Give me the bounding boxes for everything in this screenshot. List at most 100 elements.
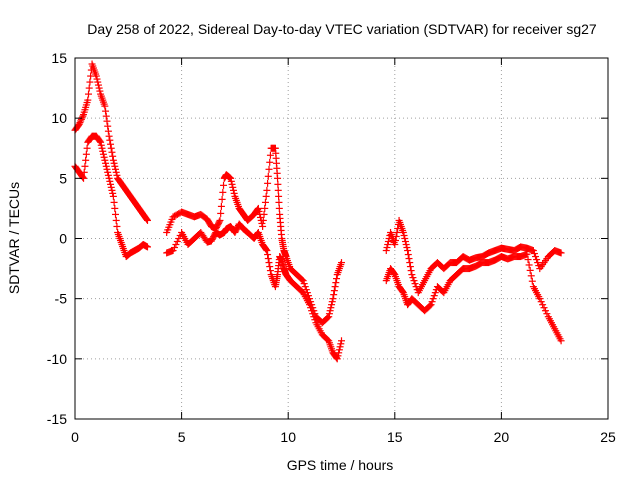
data-point [104,168,112,176]
data-point [112,165,120,173]
data-point [334,352,342,360]
data-point [557,249,565,257]
data-point [227,177,235,185]
data-point [406,259,414,267]
y-axis-label: SDTVAR / TECUs [6,182,22,294]
data-point [82,150,90,158]
data-point [75,120,83,128]
data-point [541,307,549,315]
data-point [532,253,540,261]
data-point [310,313,318,321]
data-point [263,186,271,194]
y-tick-label: -10 [47,351,67,367]
data-point [104,127,112,135]
data-point [309,310,317,318]
data-point [400,231,408,239]
data-point [428,298,436,306]
y-tick-label: -15 [47,411,67,427]
data-point [529,247,537,255]
data-point [390,270,398,278]
data-point [430,292,438,300]
x-tick-label: 10 [280,429,296,445]
data-point [539,301,547,309]
data-point [94,81,102,89]
data-point [77,115,85,123]
data-point [332,279,340,287]
data-point [107,140,115,148]
data-point [226,174,234,182]
data-point [338,259,345,267]
data-point [301,283,309,291]
data-point [410,277,418,285]
x-tick-label: 15 [387,429,403,445]
data-point [533,256,541,264]
data-point [108,186,116,194]
data-point [108,148,116,156]
data-point [229,183,237,191]
data-point [102,107,110,115]
data-point [329,295,337,303]
data-point [109,192,117,200]
data-point [111,162,119,170]
data-point [260,210,268,218]
data-point [325,310,333,318]
data-point [275,192,283,200]
data-point [306,301,314,309]
data-point [274,180,282,188]
data-point [399,228,407,236]
data-point [274,174,282,182]
data-point [95,84,103,92]
data-point [275,204,283,212]
y-tick-label: 10 [51,110,67,126]
data-point [302,286,310,294]
data-point [261,198,269,206]
data-point [311,316,319,324]
data-point [543,310,551,318]
data-point [96,137,104,145]
data-point [109,152,117,160]
data-point [81,162,89,170]
data-point [79,112,87,120]
data-point [100,153,108,161]
data-point [338,337,345,345]
data-point [261,204,269,212]
data-point [228,180,236,188]
data-point [393,228,401,236]
data-point [143,243,151,251]
data-point [300,280,308,288]
data-point [80,168,88,176]
data-point [102,112,110,120]
data-point [98,144,106,152]
data-point [337,340,345,348]
data-point [113,222,121,230]
data-point [85,84,93,92]
data-point [525,261,533,269]
data-point [264,172,272,180]
data-point [105,132,113,140]
data-point [82,156,90,164]
data-point [93,75,101,83]
data-point [170,244,178,252]
data-point [527,272,535,280]
data-point [110,159,118,167]
data-point [169,247,177,255]
data-point [264,179,272,187]
data-point [526,266,534,274]
data-point [103,165,111,173]
y-tick-label: 15 [51,50,67,66]
data-point [173,238,181,246]
data-point [104,171,112,179]
data-point [112,168,120,176]
data-point [530,250,538,258]
data-point [266,158,274,166]
data-point [102,159,110,167]
y-tick-label: -5 [55,291,68,307]
data-point [524,256,532,264]
data-point [382,247,390,255]
data-point [266,263,274,271]
data-point [111,204,119,212]
data-point [383,244,391,252]
data-point [328,298,336,306]
y-tick-label: 0 [59,231,67,247]
data-point [327,304,335,312]
